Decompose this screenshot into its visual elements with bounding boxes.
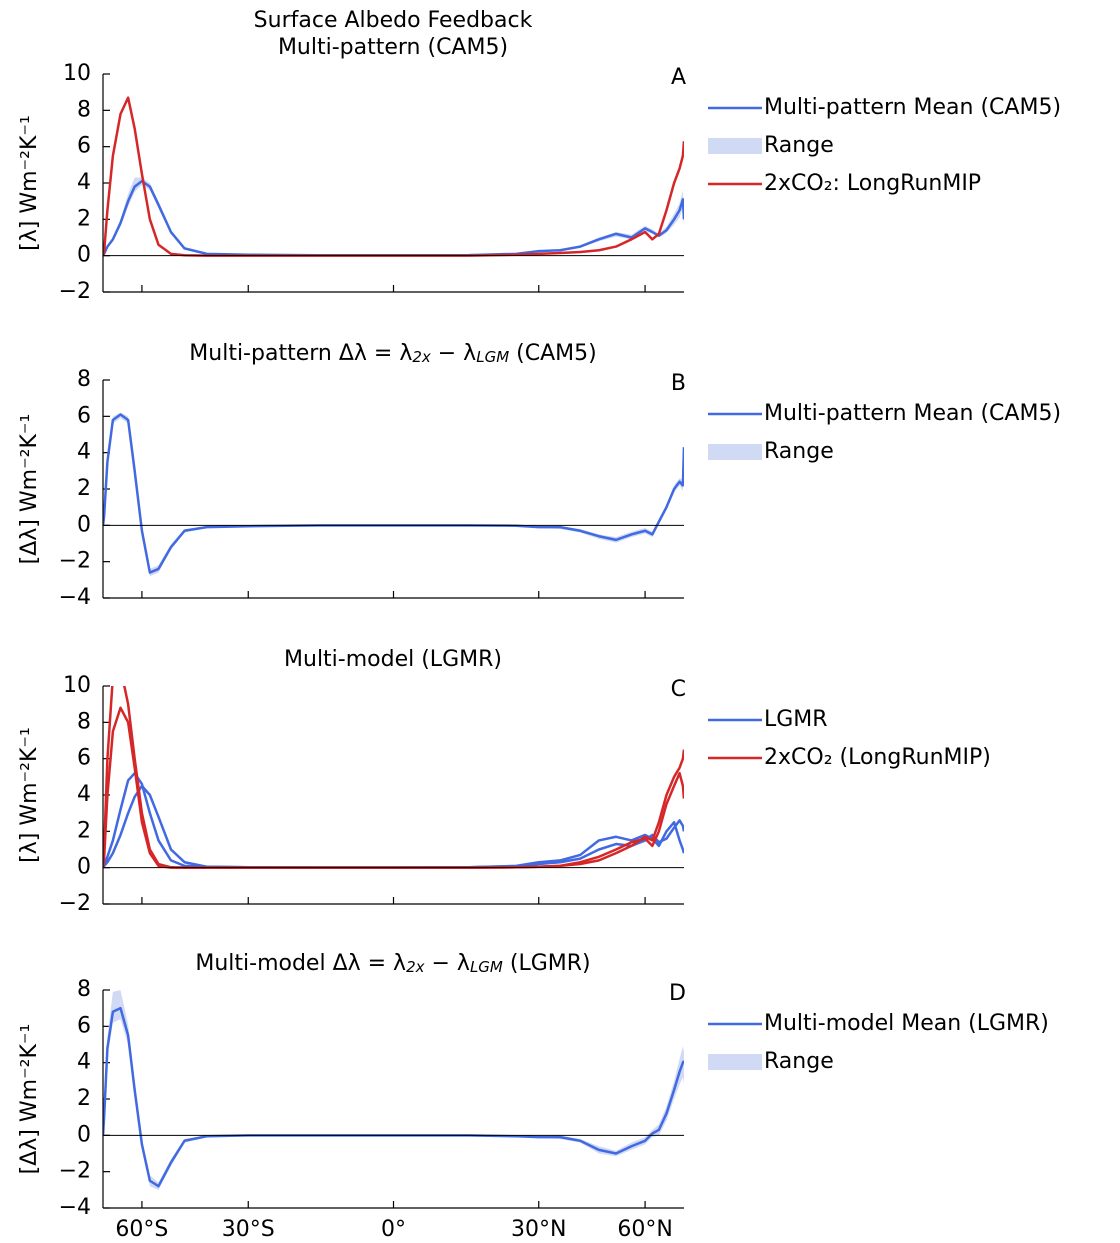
y-tick-label: 10: [63, 673, 91, 698]
panel-label: A: [671, 65, 686, 90]
title-part: LGM: [470, 958, 503, 976]
panel: Multi-model Δλ = λ2x − λLGM (LGMR) D [Δλ] …: [17, 951, 1049, 1242]
y-tick-label: 4: [77, 170, 91, 195]
y-tick-label: 4: [77, 1050, 91, 1075]
y-tick-label: 6: [77, 403, 91, 428]
title-part: Multi-pattern Δλ = λ: [189, 341, 412, 366]
plot-area: [103, 96, 684, 257]
legend-label: Range: [764, 439, 834, 464]
range-band: [103, 990, 684, 1190]
data-line: [103, 96, 684, 257]
legend-label: Range: [764, 133, 834, 158]
legend-swatch: [708, 1054, 762, 1070]
y-tick-label: 2: [77, 1086, 91, 1111]
y-tick-label: −4: [59, 585, 91, 610]
range-band: [103, 412, 684, 577]
panel-title: Multi-pattern (CAM5): [278, 35, 508, 60]
data-line: [103, 1006, 684, 1188]
y-tick-label: 2: [77, 206, 91, 231]
y-axis-label: [λ] Wm⁻²K⁻¹: [17, 727, 42, 863]
y-tick-label: 8: [77, 97, 91, 122]
y-tick-label: −4: [59, 1195, 91, 1220]
y-tick-label: −2: [59, 891, 91, 916]
plot-area: [103, 686, 684, 869]
y-tick-label: 0: [77, 1122, 91, 1147]
y-tick-label: −2: [59, 549, 91, 574]
legend-label: LGMR: [764, 707, 828, 732]
legend-label: Multi-pattern Mean (CAM5): [764, 401, 1061, 426]
x-tick-label: 30°S: [222, 1217, 275, 1242]
title-part: − λ: [431, 341, 476, 366]
y-tick-label: 8: [77, 709, 91, 734]
legend-label: 2xCO₂: LongRunMIP: [764, 171, 981, 196]
range-band: [103, 177, 684, 256]
y-axis-label: [λ] Wm⁻²K⁻¹: [17, 115, 42, 251]
panel-title: Surface Albedo Feedback: [254, 8, 533, 33]
title-part: Multi-pattern (CAM5): [278, 35, 508, 60]
panel-label: B: [671, 371, 686, 396]
title-part: 2x: [412, 348, 431, 366]
y-tick-label: 8: [77, 367, 91, 392]
y-tick-label: 6: [77, 746, 91, 771]
panel-label: C: [671, 677, 686, 702]
panel: Multi-model (LGMR) C [λ] Wm⁻²K⁻¹ −2 0 2 4 6 8 10 L…: [17, 647, 991, 916]
y-axis-label: [Δλ] Wm⁻²K⁻¹: [17, 414, 42, 565]
legend-label: 2xCO₂ (LongRunMIP): [764, 745, 991, 770]
y-tick-label: 4: [77, 782, 91, 807]
panel-title: Multi-model (LGMR): [284, 647, 502, 672]
y-axis-label: [Δλ] Wm⁻²K⁻¹: [17, 1024, 42, 1175]
x-tick-label: 60°N: [617, 1217, 672, 1242]
y-tick-label: 0: [77, 243, 91, 268]
data-line: [103, 179, 684, 257]
data-line: [103, 771, 684, 869]
title-part: (CAM5): [509, 341, 597, 366]
y-tick-label: 0: [77, 512, 91, 537]
x-tick-label: 60°S: [115, 1217, 168, 1242]
title-part: (LGMR): [503, 951, 591, 976]
legend-swatch: [708, 444, 762, 460]
y-tick-label: 2: [77, 476, 91, 501]
panel-title: Multi-pattern Δλ = λ2x − λLGM (CAM5): [189, 341, 596, 366]
y-tick-label: 0: [77, 855, 91, 880]
y-tick-label: 8: [77, 977, 91, 1002]
panel-label: D: [669, 981, 686, 1006]
legend-label: Multi-model Mean (LGMR): [764, 1011, 1049, 1036]
y-tick-label: −2: [59, 1159, 91, 1184]
data-line: [103, 686, 684, 869]
y-tick-label: 6: [77, 1013, 91, 1038]
title-part: − λ: [425, 951, 470, 976]
title-part: Multi-model Δλ = λ: [195, 951, 406, 976]
data-line: [103, 413, 684, 574]
legend-label: Multi-pattern Mean (CAM5): [764, 95, 1061, 120]
plot-area: [103, 412, 684, 577]
legend-label: Range: [764, 1049, 834, 1074]
y-tick-label: 4: [77, 440, 91, 465]
legend-swatch: [708, 138, 762, 154]
title-part: Multi-model (LGMR): [284, 647, 502, 672]
y-tick-label: −2: [59, 279, 91, 304]
x-tick-label: 30°N: [511, 1217, 566, 1242]
panel: Multi-pattern Δλ = λ2x − λLGM (CAM5) B [Δλ…: [17, 341, 1061, 610]
panel-title: Multi-model Δλ = λ2x − λLGM (LGMR): [195, 951, 590, 976]
data-line: [103, 706, 684, 869]
plot-area: [103, 990, 684, 1190]
title-part: Surface Albedo Feedback: [254, 8, 533, 33]
data-line: [103, 784, 684, 869]
title-part: 2x: [406, 958, 425, 976]
y-tick-label: 10: [63, 61, 91, 86]
x-tick-label: 0°: [381, 1217, 406, 1242]
y-tick-label: 2: [77, 818, 91, 843]
title-part: LGM: [476, 348, 509, 366]
y-tick-label: 6: [77, 134, 91, 159]
